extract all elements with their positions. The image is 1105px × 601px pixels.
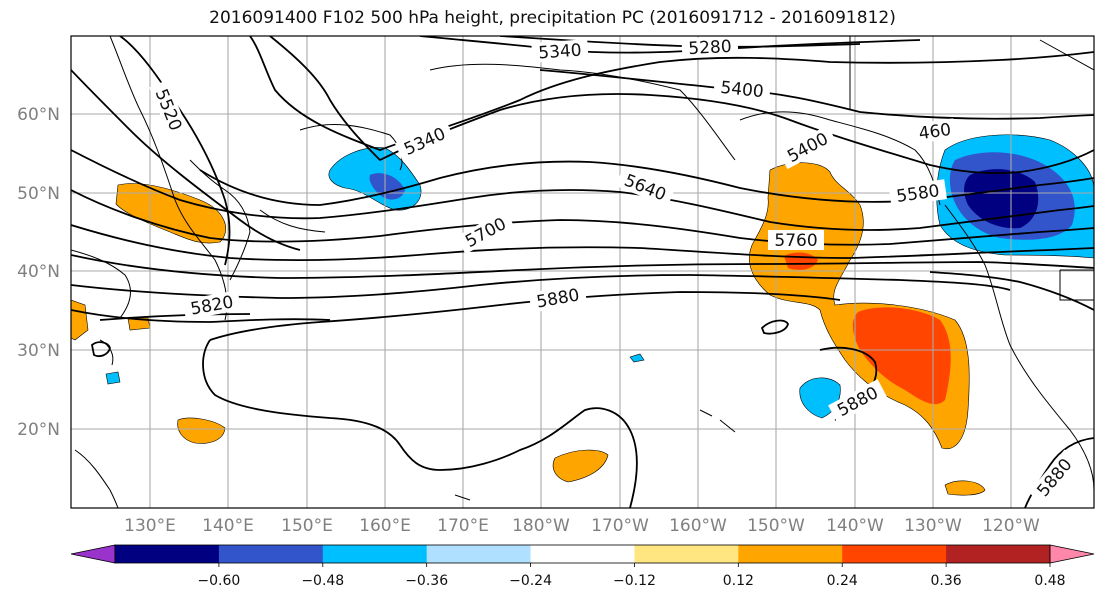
- map-gridlines: [71, 36, 1094, 508]
- lon-label: 150°W: [747, 516, 805, 536]
- map-border: [70, 35, 1095, 509]
- lon-label: 140°W: [826, 516, 884, 536]
- lat-label: 20°N: [17, 420, 60, 440]
- colorbar: −0.60 −0.48 −0.36 −0.24 −0.12 0.12 0.24 0.36 0.4…: [70, 544, 1095, 589]
- colorbar-box: [218, 545, 324, 563]
- contour-label: 460: [918, 120, 953, 144]
- contour-label: 5760: [774, 231, 817, 251]
- colorbar-box: [115, 545, 220, 563]
- colorbar-tick-label: −0.12: [613, 573, 656, 589]
- colorbar-box: [842, 545, 947, 563]
- colorbar-extend-high: [1049, 544, 1095, 564]
- lon-label: 120°W: [982, 516, 1040, 536]
- map-title: 2016091400 F102 500 hPa height, precipit…: [209, 8, 896, 28]
- longitude-labels: 130°E 140°E 150°E 160°E 170°E 180°W 170°W 160°W…: [124, 516, 1040, 536]
- coastlines: [71, 36, 1094, 508]
- colorbar-tick-label: 0.36: [931, 573, 962, 589]
- colorbar-outline: [114, 544, 1051, 564]
- lon-label: 130°E: [124, 516, 176, 536]
- colorbar-tick-label: −0.24: [509, 573, 552, 589]
- contour-label: 5280: [688, 37, 732, 59]
- precip-positive-wpac: [177, 417, 226, 444]
- precip-positive-japan: [115, 183, 227, 244]
- lon-label: 160°E: [359, 516, 411, 536]
- precip-positive-central: [552, 449, 609, 483]
- colorbar-box: [426, 545, 532, 563]
- colorbar-tick-label: 0.48: [1034, 573, 1065, 589]
- colorbar-box: [738, 545, 843, 563]
- lon-label: 150°E: [281, 516, 333, 536]
- colorbar-tick-label: 0.12: [723, 573, 754, 589]
- lat-label: 40°N: [17, 262, 60, 282]
- colorbar-tick-label: −0.60: [197, 573, 240, 589]
- lon-label: 160°W: [669, 516, 727, 536]
- colorbar-box: [322, 545, 428, 563]
- lat-label: 60°N: [17, 105, 60, 125]
- lon-label: 180°W: [512, 516, 570, 536]
- colorbar-box: [530, 545, 635, 563]
- lon-label: 140°E: [202, 516, 254, 536]
- latitude-labels: 60°N 50°N 40°N 30°N 20°N: [17, 105, 60, 440]
- colorbar-tick-label: 0.24: [827, 573, 858, 589]
- contour-label: 5340: [538, 41, 583, 64]
- lon-label: 170°W: [591, 516, 649, 536]
- colorbar-box: [946, 545, 1051, 563]
- colorbar-box: [634, 545, 739, 563]
- colorbar-extend-low: [70, 544, 116, 564]
- colorbar-tick-label: −0.36: [405, 573, 448, 589]
- lat-label: 50°N: [17, 184, 60, 204]
- colorbar-tick-label: −0.48: [301, 573, 344, 589]
- lon-label: 170°E: [437, 516, 489, 536]
- contour-label: 5400: [719, 78, 764, 102]
- lat-label: 30°N: [17, 341, 60, 361]
- lon-label: 130°W: [904, 516, 962, 536]
